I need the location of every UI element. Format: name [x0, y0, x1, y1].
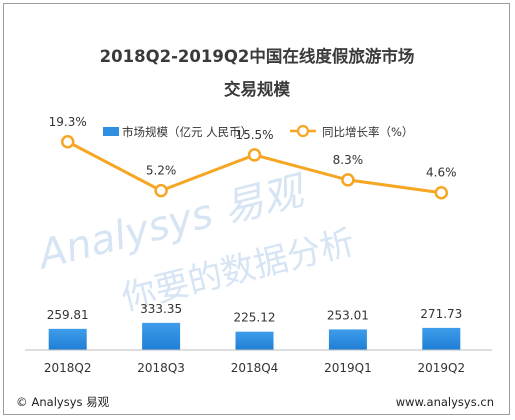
legend-line-marker — [296, 124, 310, 138]
chart-title-line2: 交易规模 — [224, 79, 291, 99]
bar-value-label: 253.01 — [327, 308, 369, 322]
x-tick-label: 2019Q1 — [324, 361, 372, 375]
bar-value-label: 225.12 — [234, 311, 276, 325]
bar-value-labels: 259.81 333.35 225.12 253.01 271.73 — [47, 302, 463, 325]
legend: 市场规模（亿元 人民币） 同比增长率（%） — [103, 124, 413, 139]
bar-2018Q4 — [235, 331, 274, 350]
growth-rate-series — [60, 135, 449, 200]
footer-copyright: © Analysys 易观 — [16, 395, 110, 409]
footer-website: www.analysys.cn — [396, 395, 494, 409]
footer-brand: Analysys 易观 — [32, 395, 110, 409]
growth-rate-point — [434, 185, 449, 200]
growth-rate-label: 15.5% — [235, 128, 273, 142]
copyright-symbol: © — [16, 395, 28, 409]
chart-title-line1: 2018Q2-2019Q2中国在线度假旅游市场 — [100, 46, 415, 66]
bar-series — [48, 322, 461, 350]
legend-line-label: 同比增长率（%） — [322, 125, 413, 139]
legend-bar-label: 市场规模（亿元 人民币） — [122, 125, 252, 139]
growth-rate-label: 5.2% — [146, 164, 177, 178]
growth-rate-point — [60, 135, 75, 149]
growth-rate-labels: 19.3% 5.2% 15.5% 8.3% 4.6% — [49, 115, 457, 180]
growth-rate-point — [154, 183, 168, 198]
x-axis-tick-labels: 2018Q2 2018Q3 2018Q4 2019Q1 2019Q2 — [44, 361, 465, 375]
legend-bar-swatch — [103, 127, 119, 136]
bar-value-label: 259.81 — [47, 308, 89, 322]
bar-2018Q2 — [48, 328, 87, 350]
growth-rate-point — [247, 148, 262, 162]
bar-2019Q2 — [422, 327, 461, 350]
bar-value-label: 271.73 — [420, 307, 462, 321]
x-tick-label: 2018Q3 — [137, 361, 185, 375]
bar-2019Q1 — [328, 329, 367, 350]
x-tick-label: 2018Q2 — [44, 361, 92, 375]
bar-value-label: 333.35 — [140, 302, 182, 316]
growth-rate-label: 19.3% — [49, 115, 87, 129]
x-tick-label: 2019Q2 — [417, 361, 465, 375]
growth-rate-label: 8.3% — [333, 153, 364, 167]
growth-rate-label: 4.6% — [426, 166, 457, 180]
x-tick-label: 2018Q4 — [231, 361, 279, 375]
growth-rate-point — [341, 173, 355, 187]
bar-2018Q3 — [142, 322, 181, 350]
